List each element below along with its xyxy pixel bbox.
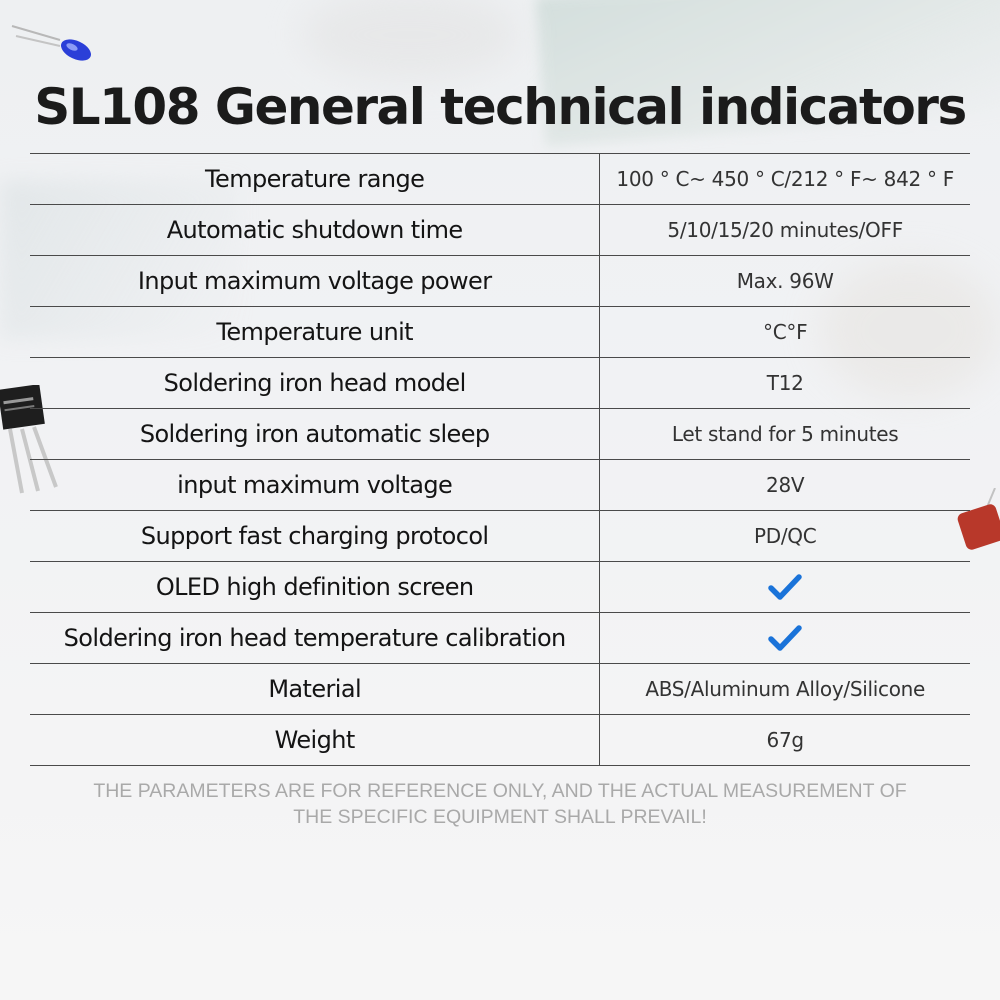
table-row: Soldering iron head temperature calibrat… xyxy=(30,612,970,664)
spec-value xyxy=(600,613,970,664)
disclaimer-line-1: THE PARAMETERS ARE FOR REFERENCE ONLY, A… xyxy=(93,780,907,802)
page-title: SL108 General technical indicators xyxy=(34,78,967,136)
spec-label: Weight xyxy=(30,714,601,766)
spec-label: Support fast charging protocol xyxy=(30,510,601,562)
table-row: input maximum voltage 28V xyxy=(30,459,970,511)
spec-label: Input maximum voltage power xyxy=(30,255,601,307)
led-icon xyxy=(11,25,91,61)
spec-label: OLED high definition screen xyxy=(30,561,601,613)
spec-value: T12 xyxy=(766,371,804,395)
background-blob xyxy=(300,0,520,80)
spec-value: Let stand for 5 minutes xyxy=(671,422,899,446)
spec-value: ABS/Aluminum Alloy/Silicone xyxy=(645,677,926,701)
table-row: Input maximum voltage power Max. 96W xyxy=(30,255,970,307)
background-blob xyxy=(820,260,1000,400)
table-row: Temperature unit °C°F xyxy=(30,306,970,358)
table-row: Soldering iron automatic sleep Let stand… xyxy=(30,408,970,460)
table-row: Material ABS/Aluminum Alloy/Silicone xyxy=(30,663,970,715)
spec-value xyxy=(600,562,970,613)
table-row: Automatic shutdown time 5/10/15/20 minut… xyxy=(30,204,970,256)
table-row: Soldering iron head model T12 xyxy=(30,357,970,409)
disclaimer: THE PARAMETERS ARE FOR REFERENCE ONLY, A… xyxy=(40,778,960,830)
disclaimer-line-2: THE SPECIFIC EQUIPMENT SHALL PREVAIL! xyxy=(293,806,707,828)
checkmark-icon xyxy=(768,625,802,651)
spec-value: 28V xyxy=(766,473,805,497)
spec-table: Temperature range 100 ° C~ 450 ° C/212 °… xyxy=(30,153,970,766)
spec-label: Soldering iron head temperature calibrat… xyxy=(30,612,601,664)
table-row: Temperature range 100 ° C~ 450 ° C/212 °… xyxy=(30,153,970,205)
spec-label: Automatic shutdown time xyxy=(30,204,601,256)
spec-label: Soldering iron automatic sleep xyxy=(30,408,601,460)
spec-value: 5/10/15/20 minutes/OFF xyxy=(667,218,903,242)
spec-label: Material xyxy=(30,663,601,715)
spec-label: input maximum voltage xyxy=(30,459,601,511)
spec-value: Max. 96W xyxy=(736,269,834,293)
capacitor-icon xyxy=(957,488,1000,550)
spec-label: Soldering iron head model xyxy=(30,357,601,409)
table-row: OLED high definition screen xyxy=(30,561,970,613)
checkmark-icon xyxy=(768,574,802,600)
spec-label: Temperature range xyxy=(30,153,601,205)
spec-value: °C°F xyxy=(763,320,808,344)
table-row: Support fast charging protocol PD/QC xyxy=(30,510,970,562)
spec-label: Temperature unit xyxy=(30,306,601,358)
spec-value: 67g xyxy=(766,728,805,752)
table-row: Weight 67g xyxy=(30,714,970,766)
spec-value: 100 ° C~ 450 ° C/212 ° F~ 842 ° F xyxy=(616,167,954,191)
spec-value: PD/QC xyxy=(753,524,817,548)
